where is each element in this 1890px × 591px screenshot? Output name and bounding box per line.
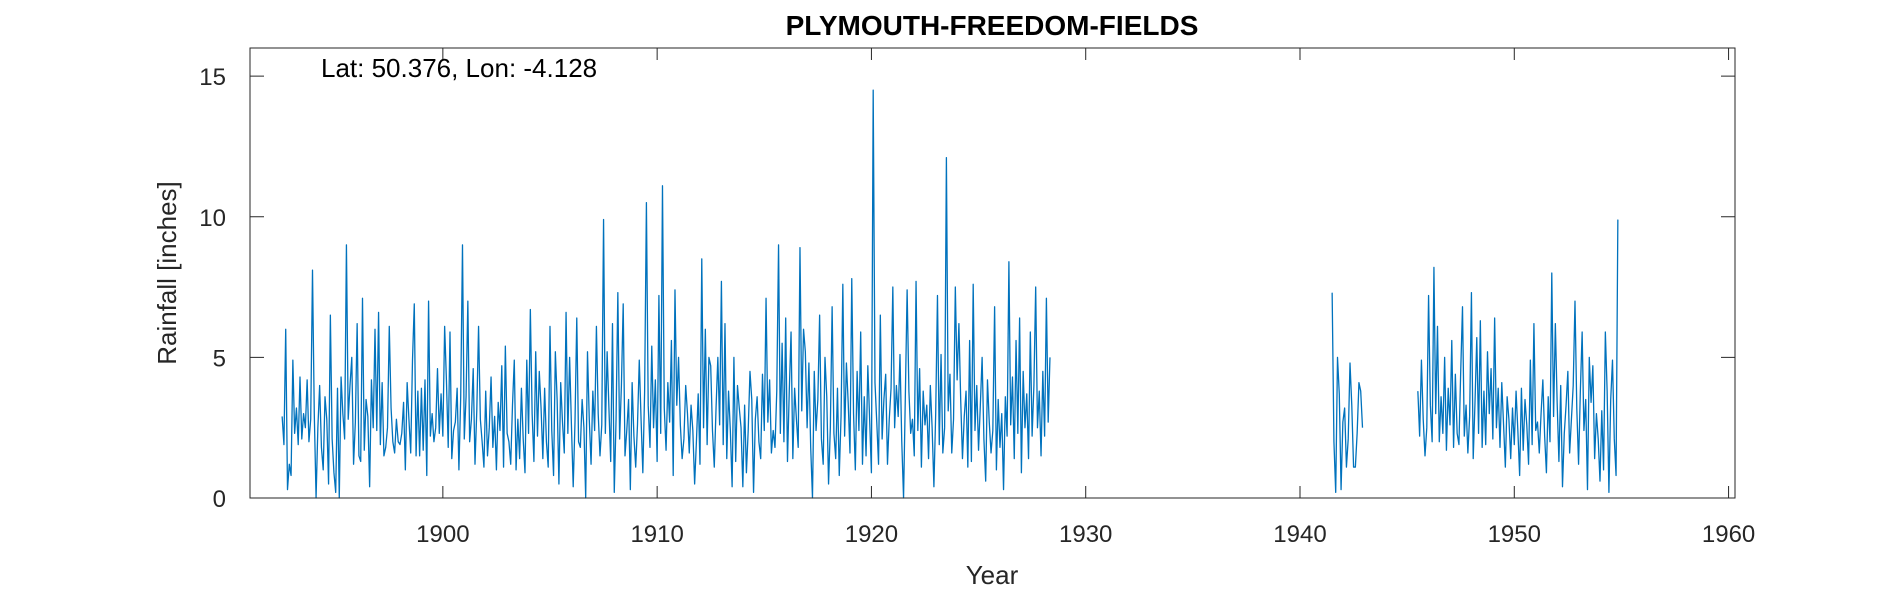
- y-tick-label: 0: [213, 486, 226, 513]
- y-ticks: 0 5 10 15: [199, 64, 1735, 513]
- x-tick-label: 1910: [630, 521, 683, 548]
- location-annotation: Lat: 50.376, Lon: -4.128: [321, 53, 597, 83]
- x-tick-label: 1920: [845, 521, 898, 548]
- series-group: [281, 89, 1619, 499]
- x-tick-label: 1950: [1488, 521, 1541, 548]
- x-axis-title: Year: [966, 560, 1019, 590]
- x-ticks: 1900 1910 1920 1930 1940 1950 1960: [416, 48, 1755, 548]
- x-tick-label: 1940: [1273, 521, 1326, 548]
- y-tick-label: 15: [199, 64, 226, 91]
- rainfall-series-line-3: [1417, 219, 1619, 494]
- rainfall-series-line-1: [281, 89, 1051, 499]
- rainfall-series-line-2: [1331, 292, 1364, 494]
- y-tick-label: 5: [213, 345, 226, 372]
- axes-box: [249, 47, 1736, 499]
- y-axis-title: Rainfall [inches]: [152, 181, 182, 365]
- y-tick-label: 10: [199, 205, 226, 232]
- x-tick-label: 1900: [416, 521, 469, 548]
- x-tick-label: 1930: [1059, 521, 1112, 548]
- chart-title: PLYMOUTH-FREEDOM-FIELDS: [786, 10, 1199, 41]
- x-tick-label: 1960: [1702, 521, 1755, 548]
